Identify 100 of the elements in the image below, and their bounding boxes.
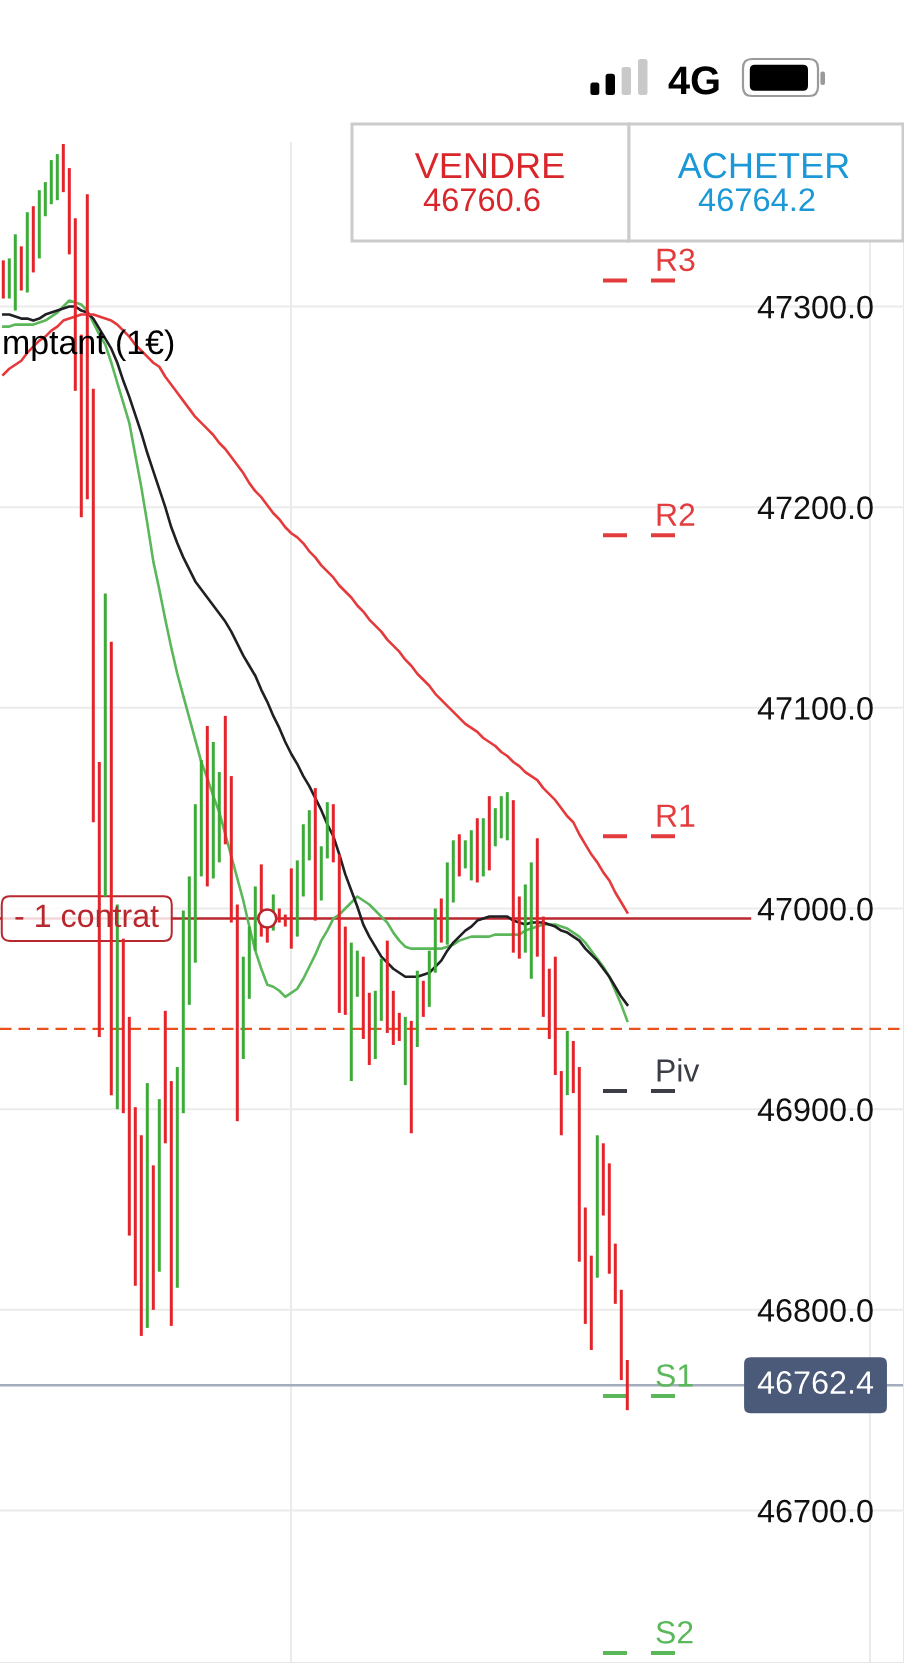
ref-line-label: R3 <box>657 248 695 272</box>
candlestick <box>511 800 515 953</box>
candlestick <box>445 862 449 945</box>
candlestick <box>307 810 311 861</box>
y-tick-label: 47200.0 <box>757 496 873 520</box>
candlestick <box>517 896 521 959</box>
y-tick-label: 46800.0 <box>757 1298 873 1322</box>
candlestick <box>25 212 29 293</box>
ref-line-label: R2 <box>657 503 695 526</box>
candlestick <box>601 1143 605 1216</box>
candlestick <box>289 868 293 949</box>
candlestick <box>301 824 305 897</box>
candlestick <box>241 956 245 1060</box>
candlestick <box>151 1165 155 1310</box>
candlestick <box>157 1099 161 1272</box>
candlestick <box>193 804 197 963</box>
candlestick <box>253 886 257 951</box>
candlestick <box>181 910 185 1114</box>
candlestick <box>313 788 317 921</box>
candlestick <box>529 862 533 979</box>
candlestick <box>547 968 551 1039</box>
candlestick <box>127 1016 131 1236</box>
candlestick <box>427 950 431 1007</box>
candlestick <box>235 904 239 1122</box>
y-tick-label: 47000.0 <box>757 897 873 921</box>
annotation: 46760.6 <box>423 188 540 212</box>
candlestick <box>559 1071 563 1136</box>
candlestick <box>439 898 443 943</box>
y-tick-label: 47100.0 <box>757 696 873 720</box>
candlestick <box>373 990 377 1060</box>
candlestick <box>355 950 359 997</box>
candlestick <box>475 818 479 883</box>
candlestick <box>379 958 383 1021</box>
candlestick <box>283 914 287 927</box>
candlestick <box>277 908 281 923</box>
candlestick <box>163 1010 167 1144</box>
candlestick <box>421 980 425 1017</box>
ref-line-label: R1 <box>657 804 695 827</box>
text: 46764.2 <box>698 188 815 212</box>
candlestick <box>55 154 59 201</box>
candlestick <box>451 840 455 903</box>
candlestick <box>391 990 395 1045</box>
candlestick <box>169 1081 173 1326</box>
candlestick <box>565 1030 569 1096</box>
ref-line-label: S1 <box>656 1364 693 1387</box>
candlestick <box>1 260 5 299</box>
candlestick <box>583 1207 587 1324</box>
candlestick <box>433 908 437 973</box>
candlestick <box>535 838 539 957</box>
candlestick <box>31 206 35 273</box>
candlestick <box>139 1135 143 1336</box>
candlestick <box>481 818 485 877</box>
candlestick <box>625 1360 629 1411</box>
annotation: 46762.4 <box>757 1371 874 1394</box>
candlestick <box>589 1255 593 1350</box>
candlestick <box>43 182 47 217</box>
candlestick <box>145 1083 149 1328</box>
candlestick <box>577 1067 581 1262</box>
y-tick-label: 47300.0 <box>757 295 873 319</box>
candlestick <box>613 1243 617 1304</box>
candlestick <box>595 1135 599 1278</box>
candlestick <box>49 160 53 205</box>
candlestick <box>337 854 341 1013</box>
candlestick <box>223 715 227 845</box>
candlestick <box>205 725 209 887</box>
candlestick <box>319 846 323 901</box>
candlestick <box>13 234 17 311</box>
candlestick <box>367 992 371 1066</box>
candlestick <box>553 956 557 1076</box>
candlestick <box>361 956 365 1039</box>
candlestick <box>187 876 191 1005</box>
candlestick <box>331 804 335 863</box>
candlestick <box>505 792 509 841</box>
candlestick <box>457 834 461 877</box>
ref-line-label: S2 <box>656 1621 693 1644</box>
candlestick <box>67 168 71 255</box>
candlestick <box>199 760 203 877</box>
candlestick <box>397 1012 401 1041</box>
candlestick <box>499 796 503 839</box>
candlestick <box>217 772 221 863</box>
candlestick <box>607 1163 611 1274</box>
candlestick <box>211 741 215 879</box>
candlestick <box>349 942 353 1082</box>
candlestick <box>133 1107 137 1286</box>
candlestick <box>121 938 125 1114</box>
candlestick <box>571 1040 575 1094</box>
y-tick-label: 46700.0 <box>757 1499 873 1523</box>
candlestick <box>295 860 299 937</box>
candlestick <box>91 388 95 823</box>
candlestick <box>619 1289 623 1381</box>
candlestick <box>541 916 545 1017</box>
candlestick <box>229 776 233 923</box>
candlestick <box>415 970 419 1047</box>
candlestick <box>385 940 389 1033</box>
candlestick <box>37 190 41 259</box>
text: ACHETER <box>677 152 849 179</box>
candlestick <box>463 840 467 869</box>
candlestick <box>175 1067 179 1288</box>
candlestick <box>247 926 251 999</box>
y-tick-label: 46900.0 <box>757 1098 873 1122</box>
